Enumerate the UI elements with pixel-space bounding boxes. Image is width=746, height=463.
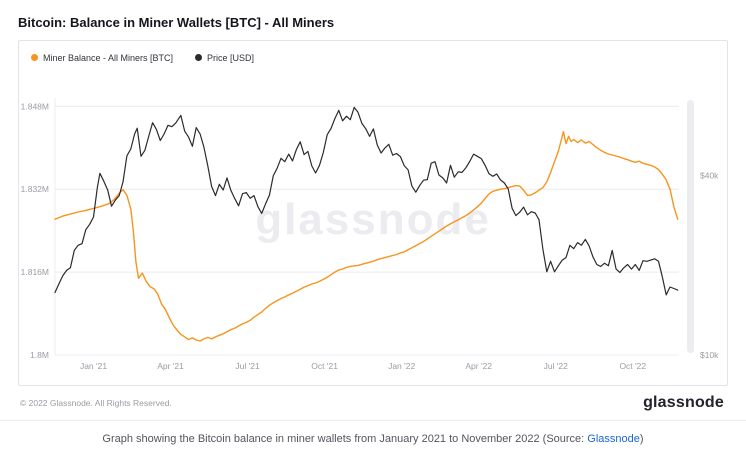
copyright-text: © 2022 Glassnode. All Rights Reserved.	[20, 398, 172, 408]
chart-card: Miner Balance - All Miners [BTC] Price […	[18, 40, 728, 386]
glassnode-watermark: glassnode	[255, 195, 491, 244]
series-line-price	[54, 106, 679, 296]
left-axis-tick-label: 1.848M	[21, 101, 49, 111]
caption-source-link[interactable]: Glassnode	[587, 433, 640, 445]
divider	[0, 420, 746, 421]
x-axis-tick-label: Oct '21	[311, 361, 338, 371]
legend-item-miner-balance[interactable]: Miner Balance - All Miners [BTC]	[31, 53, 173, 63]
caption-text-suffix: )	[639, 433, 644, 445]
x-axis-tick-label: Oct '22	[619, 361, 646, 371]
page-title: Bitcoin: Balance in Miner Wallets [BTC] …	[18, 15, 335, 30]
glassnode-logo[interactable]: glassnode	[643, 394, 724, 411]
legend-label-price: Price [USD]	[207, 52, 255, 63]
left-axis-tick-label: 1.832M	[21, 184, 49, 194]
caption: Graph showing the Bitcoin balance in min…	[0, 433, 746, 445]
x-axis-tick-label: Jan '21	[80, 361, 107, 371]
left-axis-tick-label: 1.816M	[21, 267, 49, 277]
x-axis-tick-label: Jan '22	[388, 361, 415, 371]
widget-footer: © 2022 Glassnode. All Rights Reserved. g…	[18, 386, 728, 418]
x-axis-tick-label: Jul '22	[544, 361, 569, 371]
legend-item-price[interactable]: Price [USD]	[195, 53, 254, 63]
chart-area: glassnode 1.8M 1.816M 1.832M 1.848M Jan '21 A…	[19, 69, 727, 383]
legend-dot-miner-balance-icon	[31, 54, 38, 61]
left-axis-tick-label: 1.8M	[30, 350, 49, 360]
caption-text-prefix: Graph showing the Bitcoin balance in min…	[102, 433, 588, 445]
legend-label-miner-balance: Miner Balance - All Miners [BTC]	[43, 52, 174, 63]
y-axis-scrollbar[interactable]	[687, 100, 694, 353]
chart-legend: Miner Balance - All Miners [BTC] Price […	[19, 41, 727, 69]
right-axis-tick-label: $10k	[700, 350, 719, 360]
x-axis-tick-label: Apr '21	[157, 361, 184, 371]
series-line-miner-balance	[54, 131, 679, 342]
x-axis-tick-label: Jul '21	[235, 361, 260, 371]
right-axis-tick-label: $40k	[700, 170, 719, 180]
legend-dot-price-icon	[195, 54, 203, 61]
x-axis-tick-label: Apr '22	[465, 361, 492, 371]
chart-plot: 1.8M 1.816M 1.832M 1.848M Jan '21 Apr '21 Jul …	[21, 98, 719, 371]
